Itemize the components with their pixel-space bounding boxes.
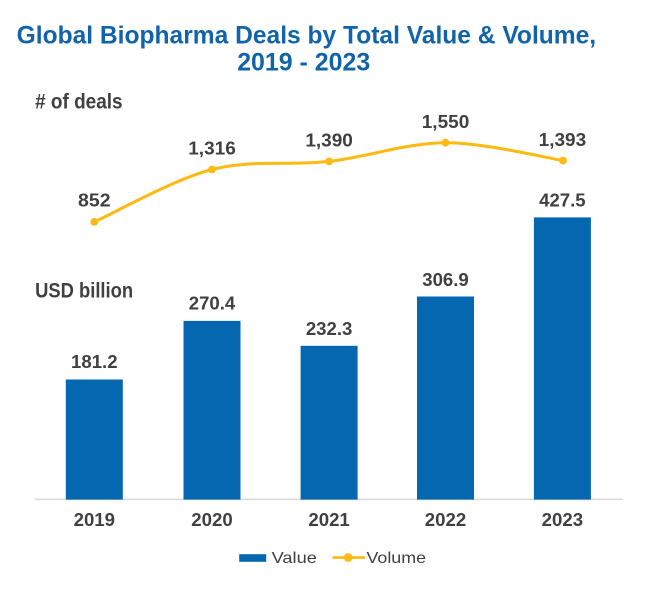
svg-text:2019 - 2023: 2019 - 2023 (237, 49, 370, 77)
svg-text:1,316: 1,316 (188, 139, 236, 159)
svg-text:Global Biopharma Deals by Tota: Global Biopharma Deals by Total Value & … (17, 21, 597, 49)
svg-text:1,550: 1,550 (422, 112, 470, 132)
svg-text:Value: Value (272, 550, 317, 567)
svg-text:2019: 2019 (74, 510, 115, 530)
svg-text:181.2: 181.2 (71, 352, 118, 372)
svg-text:1,390: 1,390 (305, 130, 353, 150)
svg-text:270.4: 270.4 (189, 294, 236, 314)
svg-text:2021: 2021 (308, 510, 349, 530)
svg-text:232.3: 232.3 (306, 319, 353, 339)
svg-text:# of deals: # of deals (35, 90, 123, 114)
svg-text:852: 852 (78, 191, 111, 211)
svg-text:2022: 2022 (425, 510, 466, 530)
svg-text:306.9: 306.9 (422, 270, 469, 290)
svg-text:427.5: 427.5 (539, 191, 586, 211)
svg-text:USD billion: USD billion (35, 279, 133, 303)
svg-text:Volume: Volume (367, 550, 427, 567)
svg-text:1,393: 1,393 (539, 130, 587, 150)
svg-text:2020: 2020 (191, 510, 232, 530)
svg-text:2023: 2023 (542, 510, 583, 530)
